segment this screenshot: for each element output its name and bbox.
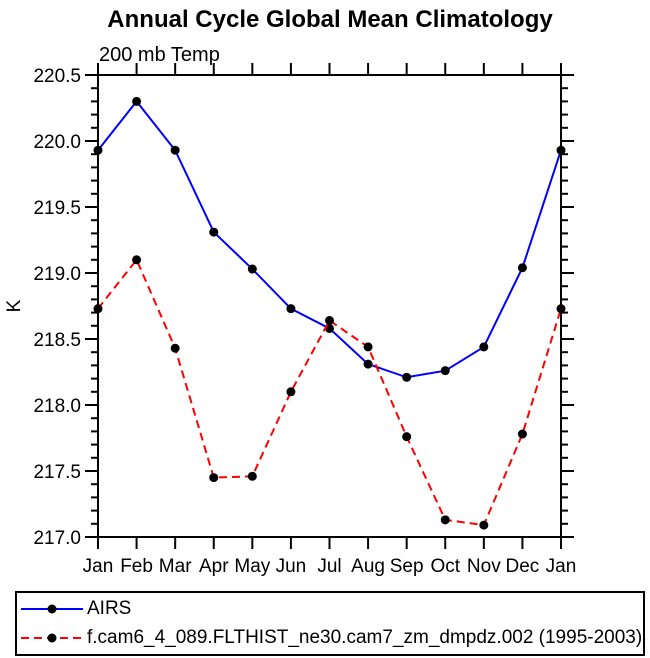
x-tick-label: Feb bbox=[120, 556, 153, 577]
x-tick-label: Oct bbox=[430, 556, 460, 577]
data-point-marker bbox=[363, 342, 373, 352]
legend-item-airs: AIRS bbox=[17, 595, 643, 624]
y-tick-label: 219.0 bbox=[33, 264, 81, 285]
y-axis-title: K bbox=[4, 299, 25, 312]
x-tick-label: Mar bbox=[159, 556, 192, 577]
x-tick-label: Aug bbox=[351, 556, 385, 577]
y-tick-label: 220.5 bbox=[33, 66, 81, 87]
x-tick-label: Sep bbox=[390, 556, 424, 577]
data-point-marker bbox=[286, 304, 296, 314]
x-tick-label: Nov bbox=[467, 556, 501, 577]
chart-title: Annual Cycle Global Mean Climatology bbox=[107, 6, 553, 33]
x-tick-label: Dec bbox=[506, 556, 540, 577]
data-point-marker bbox=[247, 471, 257, 481]
data-point-marker bbox=[479, 342, 489, 352]
y-tick-label: 220.0 bbox=[33, 132, 81, 153]
x-tick-label: May bbox=[234, 556, 270, 577]
data-point-marker bbox=[286, 387, 296, 397]
data-point-marker bbox=[93, 145, 103, 155]
y-tick-label: 217.0 bbox=[33, 528, 81, 549]
x-tick-label: Jul bbox=[317, 556, 341, 577]
data-point-marker bbox=[556, 304, 566, 314]
x-tick-label: Jun bbox=[276, 556, 307, 577]
data-point-marker bbox=[440, 515, 450, 525]
legend-line-solid-icon bbox=[21, 604, 83, 614]
x-tick-label: Jan bbox=[83, 556, 114, 577]
data-point-marker bbox=[170, 343, 180, 353]
data-point-marker bbox=[479, 520, 489, 530]
data-point-marker bbox=[402, 372, 412, 382]
data-point-marker bbox=[209, 227, 219, 237]
series-line-airs bbox=[97, 99, 562, 379]
data-point-marker bbox=[440, 366, 450, 376]
series-line-model bbox=[97, 257, 562, 527]
data-point-marker bbox=[517, 429, 527, 439]
legend-item-model: f.cam6_4_089.FLTHIST_ne30.cam7_zm_dmpdz.… bbox=[17, 624, 643, 653]
data-point-marker bbox=[209, 473, 219, 483]
y-tick-label: 219.5 bbox=[33, 198, 81, 219]
data-point-marker bbox=[363, 359, 373, 369]
x-tick-label: Apr bbox=[199, 556, 229, 577]
data-point-marker bbox=[556, 145, 566, 155]
data-point-marker bbox=[93, 304, 103, 314]
data-point-marker bbox=[517, 263, 527, 273]
legend-line-dashed-icon bbox=[21, 633, 83, 643]
chart-subtitle: 200 mb Temp bbox=[99, 44, 220, 66]
data-point-marker bbox=[170, 145, 180, 155]
legend-label-airs: AIRS bbox=[87, 598, 132, 619]
legend-box: AIRS f.cam6_4_089.FLTHIST_ne30.cam7_zm_d… bbox=[15, 591, 645, 656]
plot-frame bbox=[97, 74, 562, 538]
x-tick-label: Jan bbox=[546, 556, 577, 577]
data-point-marker bbox=[325, 316, 334, 326]
data-point-marker bbox=[402, 432, 412, 442]
y-tick-label: 217.5 bbox=[33, 462, 81, 483]
data-point-marker bbox=[132, 96, 142, 106]
legend-label-model: f.cam6_4_089.FLTHIST_ne30.cam7_zm_dmpdz.… bbox=[87, 627, 643, 648]
y-tick-label: 218.0 bbox=[33, 396, 81, 417]
data-point-marker bbox=[247, 264, 257, 274]
y-tick-label: 218.5 bbox=[33, 330, 81, 351]
data-point-marker bbox=[132, 255, 142, 265]
